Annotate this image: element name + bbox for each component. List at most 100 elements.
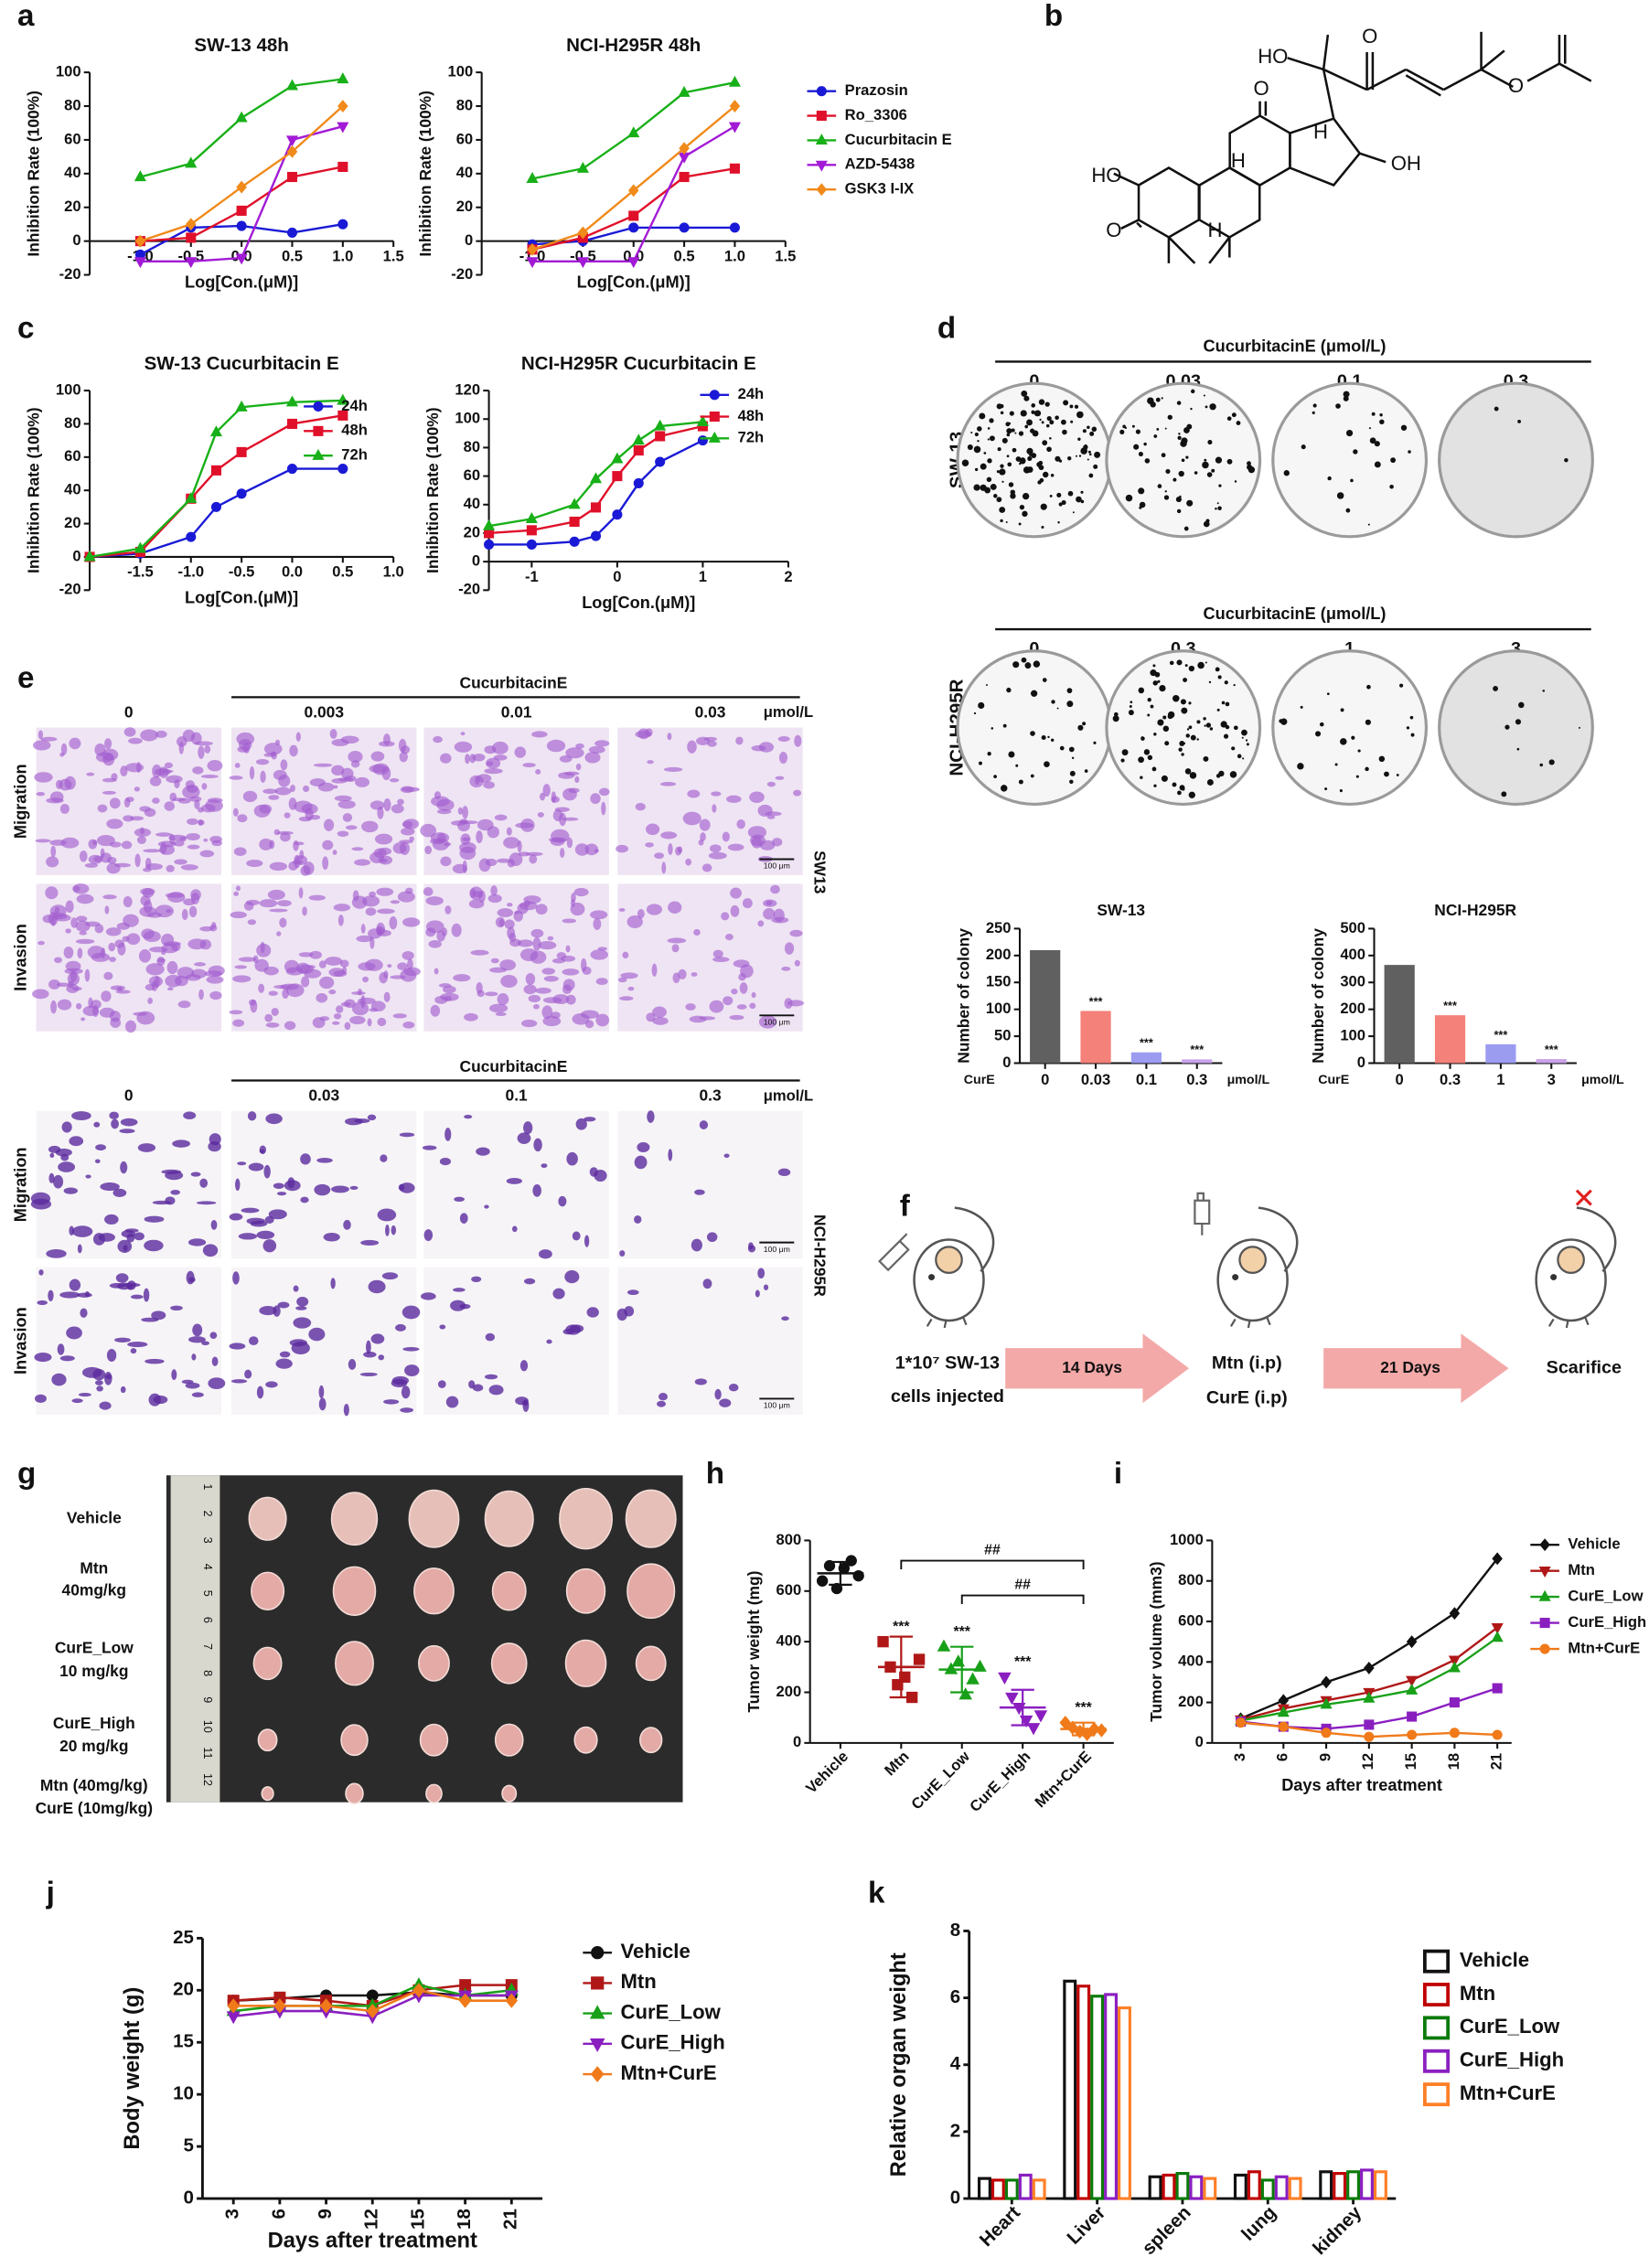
- stained-cell: [76, 915, 88, 922]
- stained-cell: [356, 935, 373, 943]
- marker: [958, 1687, 972, 1700]
- stained-cell: [293, 1285, 299, 1292]
- marker: [845, 1555, 857, 1567]
- colony-dot: [1408, 450, 1411, 454]
- stained-cell: [572, 1231, 581, 1241]
- colony-dot: [1087, 458, 1089, 461]
- stained-cell: [369, 800, 385, 810]
- colony-dot: [1350, 478, 1354, 483]
- marker: [484, 539, 495, 550]
- stained-cell: [369, 1008, 378, 1012]
- stained-cell: [506, 903, 513, 907]
- stained-cell: [537, 812, 544, 818]
- bar: [1233, 2173, 1247, 2200]
- marker: [185, 218, 197, 231]
- stained-cell: [235, 885, 241, 892]
- marker: [285, 135, 299, 147]
- stained-cell: [504, 919, 515, 929]
- y-axis-label: Inhibition Rate (100%): [25, 407, 43, 573]
- stained-cell: [67, 972, 80, 986]
- stained-cell: [363, 1351, 377, 1358]
- stained-cell: [361, 820, 379, 833]
- stained-cell: [144, 808, 156, 818]
- colony-dot: [1023, 395, 1030, 401]
- colony-dot: [1143, 749, 1151, 755]
- stained-cell: [242, 790, 258, 803]
- stained-cell: [308, 894, 326, 901]
- colony-dot: [1150, 401, 1156, 408]
- stained-cell: [75, 938, 95, 945]
- x-tick-label: 3: [222, 2209, 243, 2219]
- bond: [1366, 68, 1407, 91]
- colony-dot: [997, 447, 1001, 452]
- stained-cell: [332, 1021, 340, 1025]
- colony-dot: [1087, 450, 1091, 454]
- y-tick-label: 40: [456, 164, 473, 181]
- stained-cell: [238, 1233, 258, 1240]
- stained-cell: [145, 963, 165, 976]
- legend-label: CurE_High: [1460, 2049, 1564, 2071]
- marker: [186, 232, 197, 243]
- colony-dot: [1082, 429, 1087, 433]
- marker: [235, 400, 248, 412]
- syringe: [1194, 1192, 1211, 1236]
- x-tick-label: 21: [1488, 1753, 1505, 1770]
- stained-cell: [206, 976, 224, 984]
- colony-dot: [1280, 718, 1288, 725]
- stained-cell: [36, 792, 46, 797]
- stained-cell: [268, 1209, 287, 1220]
- stained-cell: [777, 1168, 791, 1177]
- stained-cell: [183, 1111, 197, 1120]
- stained-cell: [699, 1016, 716, 1021]
- colony-dot: [1007, 462, 1012, 467]
- culture-plate: [1438, 649, 1594, 806]
- colony-dot: [1018, 522, 1022, 526]
- colony-dot: [974, 467, 979, 472]
- y-tick-label: -20: [59, 581, 81, 598]
- colony-dot: [1042, 678, 1047, 682]
- marker: [816, 111, 827, 122]
- x-tick-label: 1.0: [383, 563, 404, 581]
- stained-cell: [519, 948, 539, 961]
- colony-dot: [1062, 420, 1065, 424]
- stained-cell: [497, 858, 511, 863]
- stained-cell: [370, 1333, 385, 1344]
- colony-dot: [1138, 487, 1145, 495]
- error-bar: [829, 1560, 852, 1586]
- colony-dot: [1301, 444, 1306, 450]
- y-tick-label: 0: [72, 547, 80, 564]
- colony-dot: [1153, 733, 1157, 736]
- stained-cell: [771, 916, 789, 924]
- marker: [226, 2011, 241, 2025]
- x-tick-label: 1.5: [775, 247, 796, 264]
- stained-cell: [229, 1213, 243, 1221]
- colony-dot: [1501, 791, 1507, 797]
- stained-cell: [770, 884, 780, 894]
- transwell-heading: CucurbitacinE: [460, 1057, 568, 1075]
- tumor: [252, 1646, 283, 1681]
- colony-dot: [1027, 455, 1033, 462]
- stained-cell: [106, 862, 121, 874]
- stained-cell: [409, 836, 414, 842]
- bond: [1120, 219, 1140, 230]
- stained-cell: [430, 838, 444, 845]
- stained-cell: [402, 950, 414, 960]
- stained-cell: [397, 962, 408, 970]
- stained-cell: [517, 840, 522, 853]
- stained-cell: [422, 1145, 437, 1150]
- stained-cell: [428, 940, 442, 948]
- stained-cell: [235, 1178, 241, 1192]
- stained-cell: [685, 1003, 696, 1011]
- x-tick-label: 0: [1396, 1071, 1404, 1088]
- y-tick-label: 20: [456, 198, 473, 215]
- legend-swatch: [1422, 2082, 1451, 2107]
- stained-cell: [646, 904, 663, 915]
- stained-cell: [115, 1273, 129, 1283]
- stained-cell: [333, 785, 338, 789]
- stained-cell: [594, 849, 599, 853]
- stained-cell: [262, 788, 278, 795]
- colony-dot: [1094, 451, 1101, 458]
- colony-dot: [1031, 410, 1035, 414]
- stained-cell: [599, 787, 610, 797]
- colony-dot: [1061, 500, 1066, 506]
